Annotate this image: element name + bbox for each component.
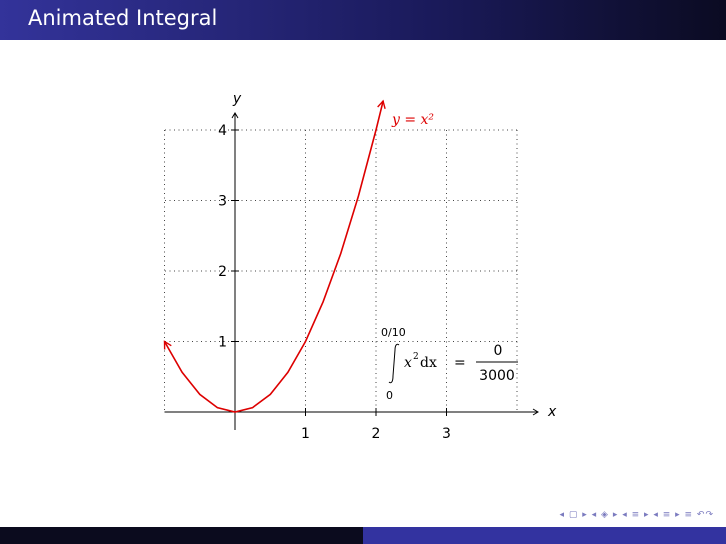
chart-ticks: 1 2 3 1 2 3 4 [218, 123, 451, 442]
series-point-0-1 [181, 371, 183, 373]
x-tick-label-2: 2 [372, 426, 381, 442]
equals-sign: = [454, 355, 466, 371]
series-point-0-2 [199, 393, 201, 395]
y-tick-label-4: 4 [218, 123, 227, 139]
y-tick-label-3: 3 [218, 194, 227, 210]
series-point-0-3 [216, 407, 218, 409]
series-point-0-10 [340, 252, 342, 254]
slide-title-bar: Animated Integral [0, 0, 726, 40]
series-label-text: y = x² [391, 112, 434, 128]
svg-text:y = x²: y = x² [391, 112, 434, 128]
series-arrowhead-start [163, 340, 172, 350]
fraction-numerator: 0 [494, 343, 503, 359]
y-axis-arrowhead [231, 112, 239, 119]
series-point-0-7 [287, 371, 289, 373]
integral-upper-limit: 0/10 [381, 326, 406, 339]
x-tick-label-3: 3 [442, 426, 451, 442]
series-line-0 [163, 100, 384, 413]
series-point-0-4 [234, 411, 236, 413]
x-tick-label-1: 1 [301, 426, 310, 442]
integrand-exponent: 2 [413, 352, 419, 362]
slide-title: Animated Integral [28, 6, 218, 30]
integral-sign [388, 343, 400, 384]
x-axis-arrowhead [532, 408, 539, 416]
beamer-navigation-symbols[interactable]: ◂ ▢ ▸ ◂ ◈ ▸ ◂ ≡ ▸ ◂ ≡ ▸ ≡ ↶↷ [559, 510, 714, 520]
series-point-0-8 [304, 340, 307, 343]
y-axis-label: y [232, 91, 242, 107]
footer-bar-left [0, 527, 363, 544]
chart-series [163, 99, 386, 413]
y-tick-label-2: 2 [218, 264, 227, 280]
series-point-0-6 [269, 393, 271, 395]
series-point-0-9 [322, 301, 324, 303]
x-axis-label: x [547, 404, 557, 420]
integral-lower-limit: 0 [386, 389, 393, 402]
integral-annotation: 0/10 0 x 2 dx = 0 3000 [381, 326, 518, 402]
series-arrowhead-end [377, 99, 386, 110]
footer-bar-right [363, 527, 726, 544]
series-label: y = x² [391, 112, 434, 128]
y-tick-label-1: 1 [218, 335, 227, 351]
series-point-0-11 [357, 195, 359, 197]
series-point-0-5 [252, 407, 254, 409]
integrand: x [404, 355, 412, 371]
differential: dx [420, 355, 437, 371]
series-point-0-12 [375, 129, 377, 131]
fraction-denominator: 3000 [479, 368, 515, 384]
